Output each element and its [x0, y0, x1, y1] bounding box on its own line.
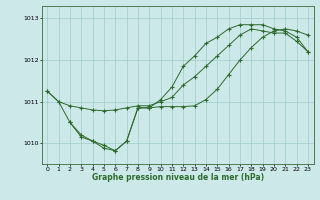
X-axis label: Graphe pression niveau de la mer (hPa): Graphe pression niveau de la mer (hPa) — [92, 173, 264, 182]
